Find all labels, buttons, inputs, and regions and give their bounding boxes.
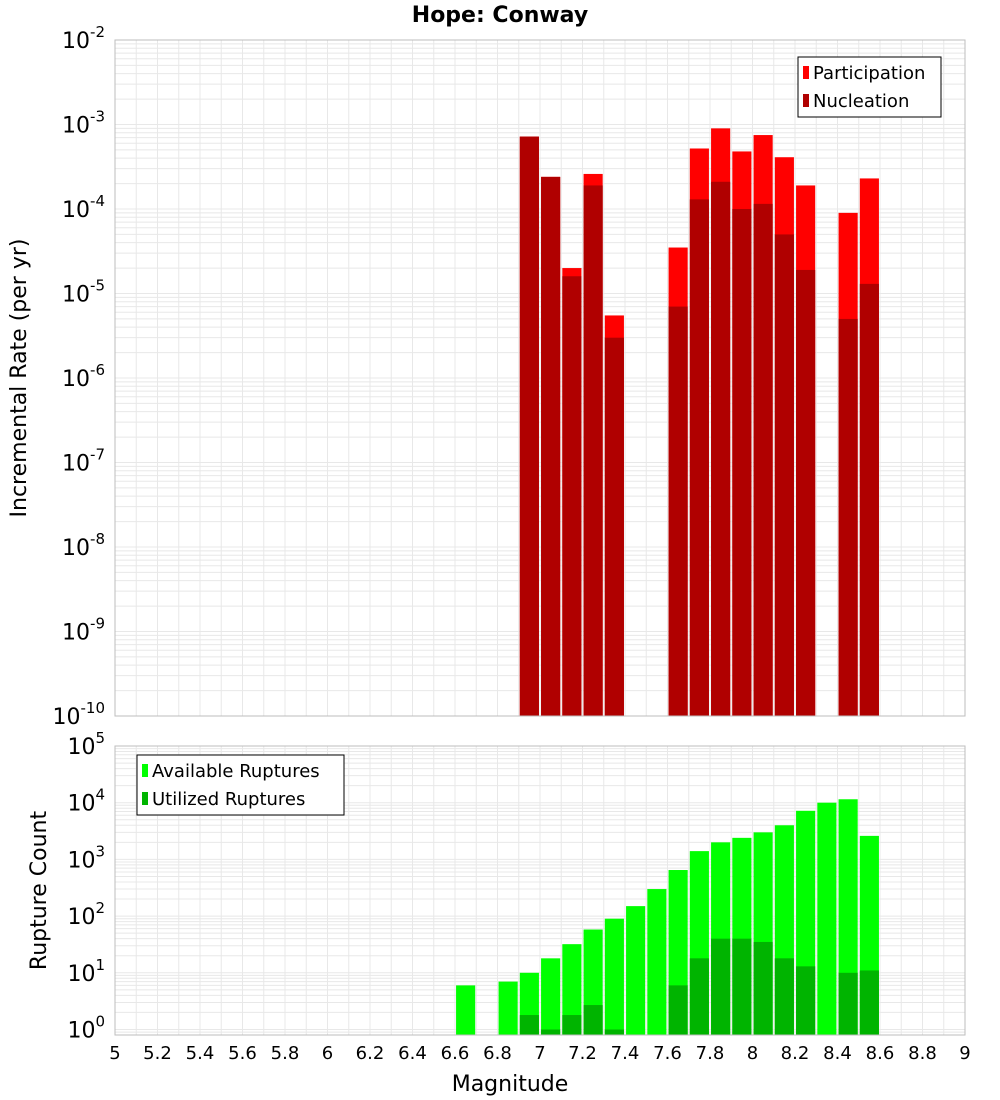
- bar-utilized-ruptures: [838, 972, 858, 1035]
- y-tick-label: 10-4: [62, 192, 105, 223]
- bar-utilized-ruptures: [541, 1029, 561, 1035]
- x-tick-label: 6.8: [483, 1043, 512, 1064]
- bar-utilized-ruptures: [859, 970, 879, 1035]
- legend-swatch-nucleation: [803, 94, 809, 107]
- bar-available-ruptures: [626, 906, 646, 1035]
- y-tick-label: 105: [67, 729, 105, 760]
- bar-available-ruptures: [647, 889, 667, 1035]
- bar-nucleation: [838, 318, 858, 716]
- bar-nucleation: [859, 283, 879, 716]
- y-tick-label: 10-2: [62, 23, 105, 54]
- y-axis-label: Incremental Rate (per yr): [7, 239, 32, 518]
- bar-utilized-ruptures: [604, 1029, 624, 1035]
- bar-nucleation: [583, 185, 603, 717]
- x-tick-label: 5: [109, 1043, 120, 1064]
- x-tick-label: 8.8: [908, 1043, 937, 1064]
- bar-nucleation: [689, 199, 709, 717]
- x-tick-label: 7: [534, 1043, 545, 1064]
- bar-available-ruptures: [817, 802, 837, 1035]
- bar-utilized-ruptures: [753, 941, 773, 1035]
- x-tick-label: 6.4: [398, 1043, 427, 1064]
- y-tick-label: 103: [67, 842, 105, 873]
- x-tick-label: 7.8: [696, 1043, 725, 1064]
- x-tick-label: 7.6: [653, 1043, 682, 1064]
- bar-utilized-ruptures: [732, 938, 752, 1035]
- x-tick-label: 6.6: [441, 1043, 470, 1064]
- bar-utilized-ruptures: [562, 1015, 582, 1035]
- bar-nucleation: [604, 337, 624, 716]
- bar-utilized-ruptures: [583, 1005, 603, 1035]
- legend-label: Utilized Ruptures: [152, 789, 305, 810]
- plot-border: [114, 745, 966, 1036]
- x-tick-label: 8.6: [866, 1043, 895, 1064]
- y-tick-label: 10-7: [62, 446, 105, 477]
- y-tick-label: 102: [67, 899, 105, 930]
- y-tick-label: 10-6: [62, 361, 105, 392]
- bar-utilized-ruptures: [668, 985, 688, 1035]
- bar-nucleation: [796, 269, 816, 716]
- x-tick-label: 8: [747, 1043, 758, 1064]
- x-tick-label: 9: [959, 1043, 970, 1064]
- bar-nucleation: [711, 181, 731, 717]
- legend-box: [136, 754, 345, 816]
- legend-swatch-participation: [803, 66, 809, 79]
- y-tick-label: 104: [67, 786, 105, 817]
- x-tick-label: 5.8: [271, 1043, 300, 1064]
- x-tick-label: 7.4: [611, 1043, 640, 1064]
- legend-swatch-utilized-ruptures: [142, 792, 148, 805]
- x-tick-label: 6.2: [356, 1043, 385, 1064]
- bar-utilized-ruptures: [519, 1015, 539, 1035]
- y-tick-label: 10-3: [62, 108, 105, 139]
- x-axis-label: Magnitude: [452, 1072, 569, 1097]
- legend-label: Participation: [813, 63, 925, 84]
- bar-utilized-ruptures: [711, 938, 731, 1035]
- bar-nucleation: [774, 234, 794, 717]
- x-tick-label: 5.2: [143, 1043, 172, 1064]
- y-tick-label: 101: [67, 956, 105, 987]
- x-tick-label: 8.2: [781, 1043, 810, 1064]
- legend-swatch-available-ruptures: [142, 764, 148, 777]
- y-tick-label: 10-5: [62, 277, 105, 308]
- x-tick-label: 7.2: [568, 1043, 597, 1064]
- bar-nucleation: [541, 176, 561, 717]
- bar-available-ruptures: [456, 985, 476, 1035]
- legend-label: Nucleation: [813, 91, 909, 112]
- bar-available-ruptures: [604, 918, 624, 1035]
- bar-utilized-ruptures: [796, 966, 816, 1035]
- legend-label: Available Ruptures: [152, 761, 320, 782]
- x-tick-label: 6: [322, 1043, 333, 1064]
- bar-utilized-ruptures: [689, 958, 709, 1035]
- y-tick-label: 10-10: [53, 699, 106, 730]
- y-tick-label: 100: [67, 1013, 105, 1044]
- bar-nucleation: [562, 276, 582, 716]
- x-tick-label: 5.6: [228, 1043, 257, 1064]
- chart-title: Hope: Conway: [412, 3, 588, 28]
- plot-border: [114, 39, 966, 717]
- bar-available-ruptures: [498, 981, 518, 1035]
- y-axis-label: Rupture Count: [27, 811, 52, 971]
- bar-nucleation: [753, 203, 773, 716]
- x-tick-label: 8.4: [823, 1043, 852, 1064]
- x-tick-label: 5.4: [186, 1043, 215, 1064]
- bar-nucleation: [519, 136, 539, 716]
- y-tick-label: 10-9: [62, 615, 105, 646]
- bar-utilized-ruptures: [774, 958, 794, 1035]
- legend-box: [797, 56, 942, 118]
- bar-available-ruptures: [562, 944, 582, 1035]
- bar-nucleation: [732, 209, 752, 716]
- y-tick-label: 10-8: [62, 530, 105, 561]
- bar-nucleation: [668, 306, 688, 716]
- bar-available-ruptures: [541, 958, 561, 1035]
